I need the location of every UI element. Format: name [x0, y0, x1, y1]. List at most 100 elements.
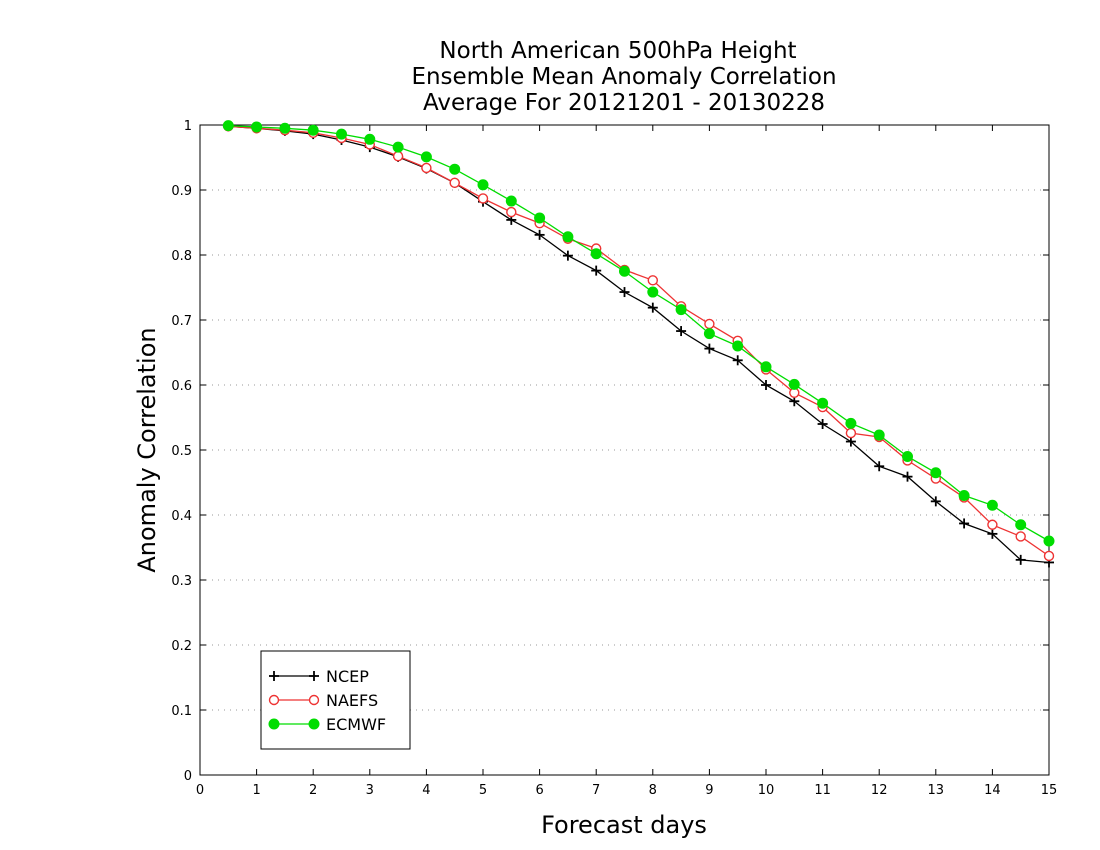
data-point: [732, 340, 744, 352]
data-point: [845, 417, 857, 429]
data-point: [788, 378, 800, 390]
data-point: [505, 195, 517, 207]
data-point: [1043, 535, 1055, 547]
data-point: [534, 212, 546, 224]
y-tick-label: 0.7: [171, 314, 192, 329]
data-point: [930, 496, 941, 507]
x-axis: 0 1 2 3 4 5 6 7 8 9 10 11 12 13 14 15: [196, 125, 1057, 798]
data-point: [760, 361, 772, 373]
data-point: [308, 718, 320, 730]
data-point: [364, 133, 376, 145]
legend-label: NAEFS: [326, 691, 378, 710]
x-tick-label: 0: [196, 783, 204, 798]
y-tick-label: 0.3: [171, 574, 192, 589]
data-point: [336, 128, 347, 140]
x-tick-label: 4: [422, 783, 430, 798]
data-point: [930, 467, 942, 479]
x-tick-label: 12: [871, 783, 888, 798]
data-point: [562, 231, 574, 243]
data-point: [647, 286, 659, 298]
data-point: [268, 718, 280, 730]
y-tick-label: 0.2: [171, 639, 192, 654]
series-line: [228, 125, 1050, 564]
data-point: [269, 671, 279, 681]
data-point: [817, 397, 829, 409]
x-axis-title: Forecast days: [541, 811, 707, 839]
data-point: [647, 275, 658, 286]
y-tick-label: 1: [184, 119, 192, 134]
data-point: [392, 150, 404, 162]
x-tick-label: 14: [984, 783, 1001, 798]
x-tick-label: 15: [1041, 783, 1058, 798]
x-tick-label: 9: [705, 783, 713, 798]
data-point: [676, 326, 687, 337]
data-point: [845, 427, 857, 439]
data-point: [873, 429, 885, 441]
y-axis: 0 0.1 0.2 0.3 0.4 0.5 0.6 0.7 0.8 0.9 1: [171, 119, 1049, 784]
data-point: [987, 519, 998, 530]
legend-item-ecmwf: ECMWF: [268, 715, 386, 734]
x-tick-label: 8: [649, 783, 657, 798]
data-point: [902, 451, 913, 462]
data-point: [420, 151, 432, 163]
legend-items: NCEP NAEFS ECMWF: [268, 667, 386, 734]
data-point: [421, 162, 432, 174]
data-point: [703, 328, 715, 340]
data-point: [307, 124, 319, 136]
x-tick-label: 13: [928, 783, 945, 798]
series-line: [228, 125, 1050, 557]
data-point: [477, 193, 489, 204]
data-point: [268, 694, 280, 706]
data-point: [308, 694, 320, 706]
title-line-1: North American 500hPa Height: [439, 38, 796, 64]
legend-item-ncep: NCEP: [269, 667, 369, 686]
data-point: [817, 419, 828, 429]
y-tick-label: 0.8: [171, 249, 192, 264]
y-axis-title: Anomaly Correlation: [133, 327, 161, 572]
x-tick-label: 7: [592, 783, 600, 798]
y-tick-label: 0.5: [171, 444, 192, 459]
data-point: [704, 343, 715, 354]
data-point: [986, 499, 998, 511]
data-point: [619, 287, 630, 298]
series-group: [222, 120, 1055, 568]
data-point: [534, 229, 545, 240]
data-point: [1015, 519, 1027, 531]
legend-label: NCEP: [326, 667, 369, 686]
data-point: [874, 461, 885, 472]
y-tick-label: 0: [184, 769, 192, 784]
data-point: [732, 355, 743, 366]
legend-label: ECMWF: [326, 715, 386, 734]
data-point: [449, 177, 460, 189]
data-point: [477, 179, 489, 191]
data-point: [222, 120, 234, 132]
x-tick-label: 2: [309, 783, 317, 798]
data-point: [591, 265, 602, 276]
data-point: [704, 318, 715, 330]
data-point: [590, 248, 602, 260]
data-point: [309, 671, 319, 681]
series-line: [228, 124, 1050, 542]
data-point: [902, 471, 913, 482]
series-ecmwf: [222, 120, 1055, 547]
x-tick-label: 10: [758, 783, 775, 798]
data-point: [392, 141, 404, 153]
data-point: [987, 528, 998, 539]
x-tick-label: 3: [366, 783, 374, 798]
y-tick-label: 0.1: [171, 704, 192, 719]
title-line-2: Ensemble Mean Anomaly Correlation: [411, 64, 836, 90]
data-point: [562, 250, 573, 261]
data-point: [959, 518, 970, 529]
data-point: [279, 122, 291, 134]
data-point: [251, 121, 263, 133]
title-line-3: Average For 20121201 - 20130228: [423, 90, 825, 116]
y-tick-label: 0.9: [171, 184, 192, 199]
data-point: [1015, 554, 1026, 565]
data-point: [1015, 531, 1026, 542]
y-tick-label: 0.4: [171, 509, 192, 524]
y-tick-label: 0.6: [171, 379, 192, 394]
legend: NCEP NAEFS ECMWF: [260, 650, 411, 750]
x-tick-label: 5: [479, 783, 487, 798]
x-tick-label: 1: [252, 783, 260, 798]
